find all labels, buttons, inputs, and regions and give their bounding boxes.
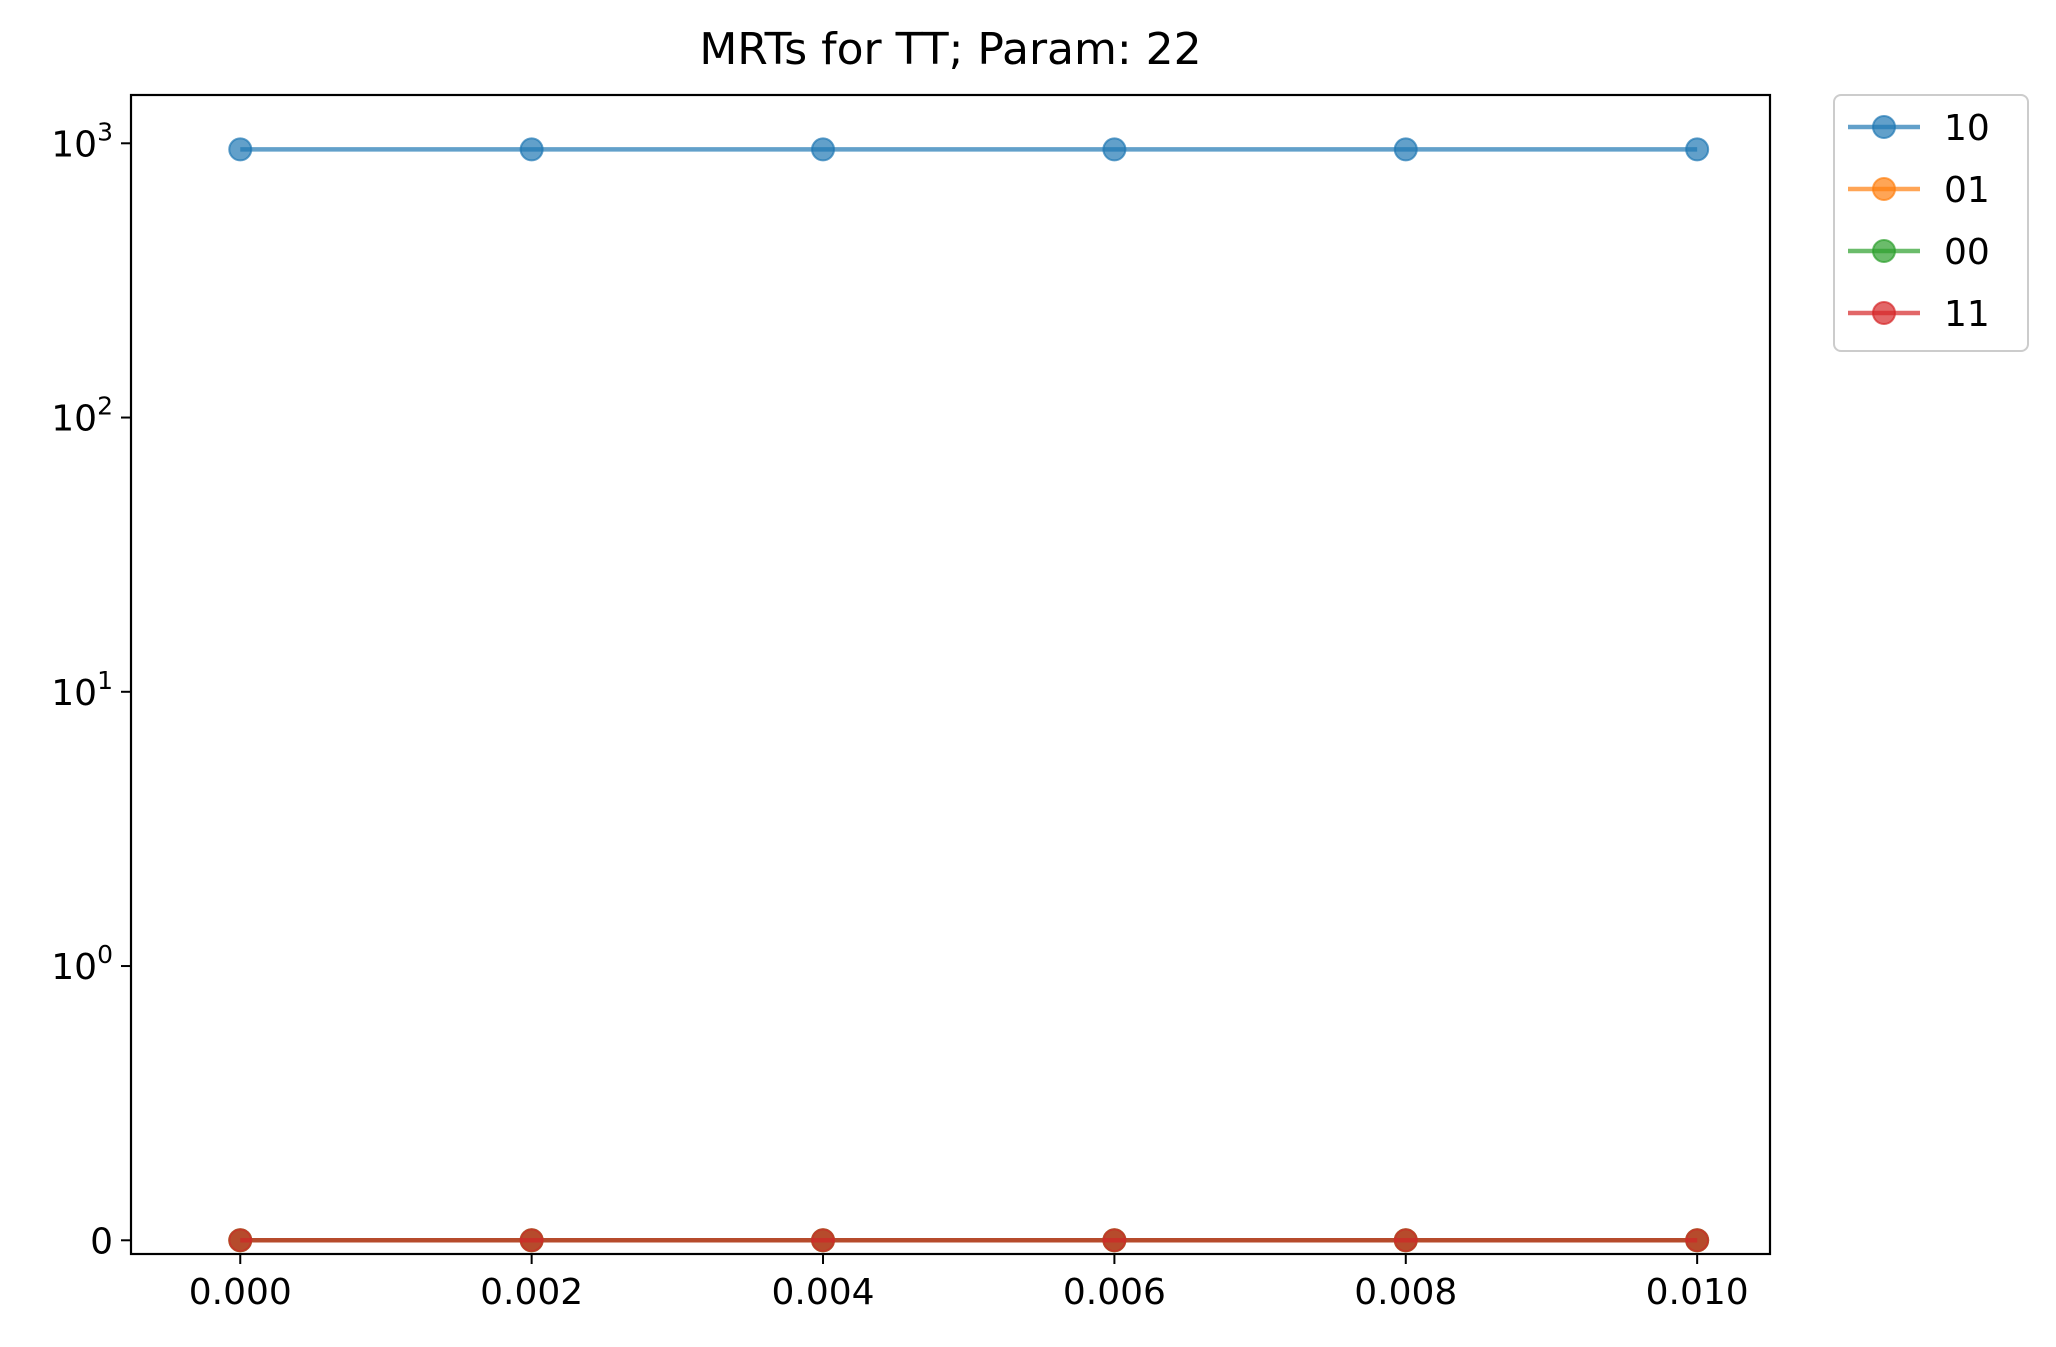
data-point	[1393, 1228, 1418, 1253]
legend-item: 11	[1848, 294, 1990, 335]
data-point	[1685, 137, 1710, 162]
axes: 0.000 0.002 0.004 0.006 0.008 0.010 0 100 101 102…	[51, 117, 1748, 1313]
data-point	[228, 137, 253, 162]
legend-marker	[1872, 115, 1896, 139]
data-point	[519, 137, 544, 162]
data-point	[1393, 137, 1418, 162]
y-tick-label: 101	[51, 666, 113, 714]
data-point	[811, 137, 836, 162]
x-tick-label: 0.000	[189, 1272, 292, 1313]
y-tick-label: 102	[51, 392, 113, 440]
data-point	[1685, 1228, 1710, 1253]
chart-title: MRTs for TT; Param: 22	[699, 24, 1201, 75]
x-tick-label: 0.010	[1646, 1272, 1749, 1313]
legend-label: 00	[1944, 232, 1990, 273]
data-point	[1102, 1228, 1127, 1253]
legend-marker	[1872, 239, 1896, 263]
x-tick-label: 0.008	[1354, 1272, 1457, 1313]
series-10	[228, 137, 1710, 162]
legend-marker	[1872, 177, 1896, 201]
y-tick-label: 103	[51, 117, 113, 165]
data-point	[811, 1228, 836, 1253]
y-tick-label: 100	[51, 940, 113, 988]
y-tick-label: 0	[90, 1221, 113, 1262]
series-11	[228, 1228, 1710, 1253]
data-point	[519, 1228, 544, 1253]
legend-item: 00	[1848, 232, 1990, 273]
legend-label: 11	[1944, 294, 1990, 335]
legend: 10 01 00 11	[1833, 94, 2029, 352]
legend-label: 01	[1944, 170, 1990, 211]
x-tick-label: 0.006	[1063, 1272, 1166, 1313]
axes-frame	[129, 93, 1772, 1256]
legend-marker	[1872, 301, 1896, 325]
x-tick-label: 0.002	[480, 1272, 583, 1313]
data-point	[1102, 137, 1127, 162]
x-tick-label: 0.004	[771, 1272, 874, 1313]
plot-area	[228, 137, 1710, 1253]
legend-item: 10	[1848, 108, 1990, 149]
data-point	[228, 1228, 253, 1253]
legend-item: 01	[1848, 170, 1990, 211]
legend-box	[1833, 94, 2029, 352]
legend-label: 10	[1944, 108, 1990, 149]
